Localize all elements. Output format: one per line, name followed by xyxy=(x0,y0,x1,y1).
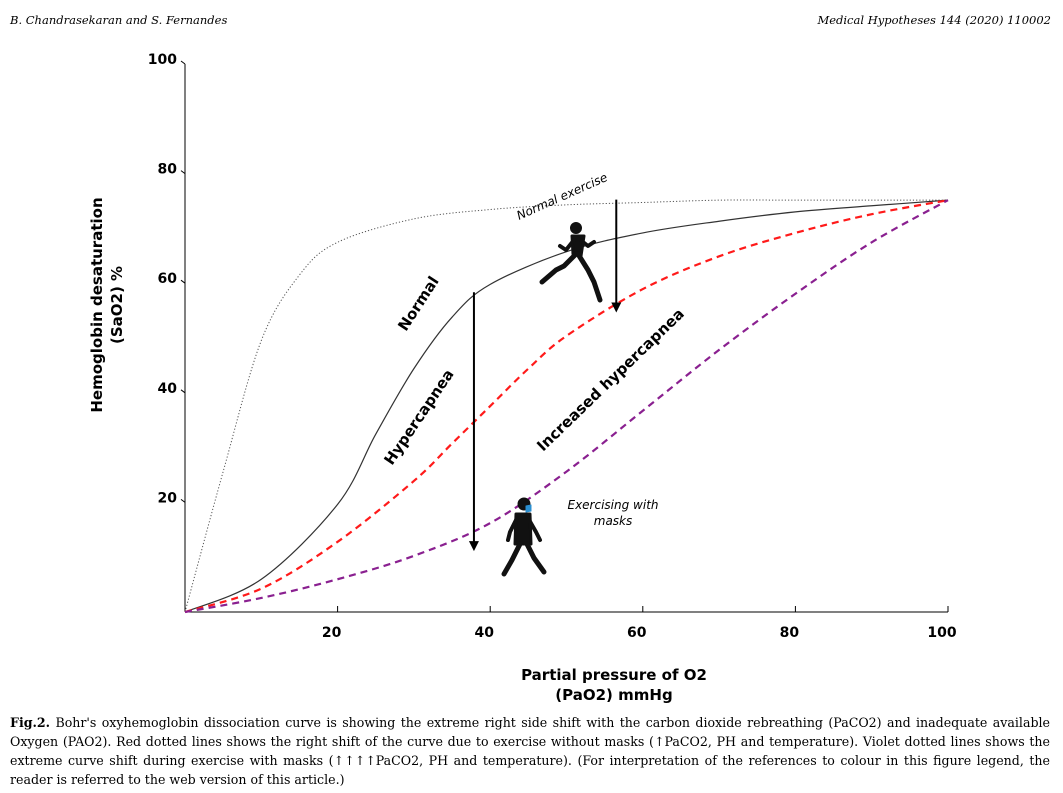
label-normal-exercise: Normal exercise xyxy=(515,170,610,223)
x-tick-label: 80 xyxy=(780,625,800,641)
y-tick-mark xyxy=(180,279,186,284)
x-tick-label: 20 xyxy=(322,625,342,641)
y-tick-mark xyxy=(180,170,186,175)
label-hypercapnea: Hypercapnea xyxy=(380,366,457,468)
figure-caption: Fig.2. Bohr's oxyhemoglobin dissociation… xyxy=(10,713,1050,789)
figure-caption-label: Fig.2. xyxy=(10,715,51,730)
x-tick-label: 100 xyxy=(927,625,956,641)
y-tick-label: 60 xyxy=(158,271,178,287)
y-axis-label-line2: (SaO2) % xyxy=(108,266,126,344)
label-normal: Normal xyxy=(394,273,442,334)
y-tick-mark xyxy=(180,389,186,394)
hypercapnea-curve xyxy=(184,199,949,614)
y-tick-mark xyxy=(180,498,186,503)
label-increased-hypercapnea: Increased hypercapnea xyxy=(533,305,688,455)
y-tick-label: 100 xyxy=(148,52,177,68)
bohr-curve-figure: 20 40 60 80 100 20 40 60 80 100 Partial pressure… xyxy=(88,52,957,704)
label-exercising-with-masks-1: Exercising with xyxy=(567,498,658,512)
y-tick-label: 80 xyxy=(158,162,178,178)
shift-arrow-head xyxy=(468,541,479,552)
x-axis-label-line1: Partial pressure of O2 xyxy=(521,666,707,684)
normal-curve xyxy=(184,199,949,613)
figure-caption-text: Bohr's oxyhemoglobin dissociation curve … xyxy=(10,715,1050,787)
y-tick-mark xyxy=(180,60,186,65)
y-axis-label-line1: Hemoglobin desaturation xyxy=(88,197,106,412)
running-header-authors: B. Chandrasekaran and S. Fernandes xyxy=(10,13,228,27)
runner-icon xyxy=(539,222,603,303)
running-header-journal: Medical Hypotheses 144 (2020) 110002 xyxy=(817,13,1051,27)
y-tick-label: 40 xyxy=(158,381,178,397)
increased-hypercapnea-curve xyxy=(184,199,949,614)
x-tick-label: 60 xyxy=(627,625,647,641)
walker-with-mask-icon xyxy=(501,497,547,577)
y-tick-label: 20 xyxy=(158,490,178,506)
x-axis-label-line2: (PaO2) mmHg xyxy=(555,686,672,704)
x-tick-label: 40 xyxy=(474,625,494,641)
shift-arrow-head xyxy=(611,302,622,313)
label-exercising-with-masks-2: masks xyxy=(594,514,633,528)
dotted-curve xyxy=(184,199,948,613)
